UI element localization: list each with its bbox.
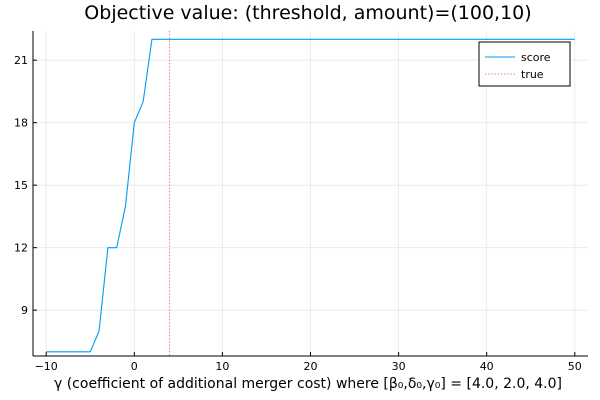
x-tick-label: 0 — [131, 360, 138, 373]
x-axis-label: γ (coefficient of additional merger cost… — [54, 376, 562, 392]
chart-title: Objective value: (threshold, amount)=(10… — [84, 2, 531, 24]
y-tick-label: 18 — [14, 117, 28, 130]
x-tick-label: 30 — [392, 360, 406, 373]
y-tick-label: 21 — [14, 54, 28, 67]
x-tick-label: 10 — [215, 360, 229, 373]
legend-label-true: true — [521, 68, 544, 81]
series-layer — [46, 31, 575, 356]
legend: score true — [478, 41, 571, 87]
axes — [32, 31, 588, 357]
y-tick-label: 12 — [14, 242, 28, 255]
x-tick-label: −10 — [35, 360, 58, 373]
y-tick-label: 9 — [21, 304, 28, 317]
x-tick-label: 40 — [480, 360, 494, 373]
legend-label-score: score — [521, 51, 551, 64]
x-tick-label: 20 — [304, 360, 318, 373]
tick-labels: −10 0 10 20 30 40 50 9 12 15 18 21 — [14, 54, 582, 373]
legend-box — [478, 41, 571, 87]
y-tick-label: 15 — [14, 179, 28, 192]
x-tick-label: 50 — [568, 360, 582, 373]
score-line — [46, 38, 575, 353]
